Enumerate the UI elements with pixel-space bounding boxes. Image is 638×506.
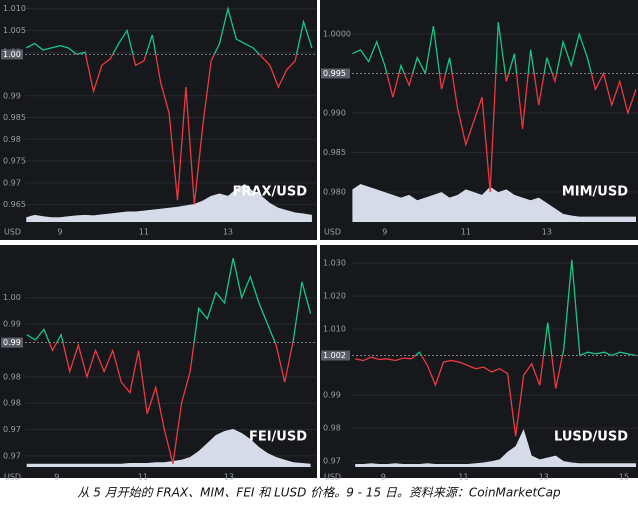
chart-panel: 1.00 0.99 0.98 0.98 0.97 0.97 0.99 9 11 13 USD FEI/… bbox=[0, 245, 317, 482]
chart-title: FRAX/USD bbox=[233, 185, 308, 200]
price-line-down bbox=[48, 342, 294, 464]
y-tick-label: 1.010 bbox=[3, 4, 26, 13]
caption: 从 5 月开始的 FRAX、MIM、FEI 和 LUSD 价格。9 - 15 日… bbox=[77, 486, 561, 500]
x-tick-label: 9 bbox=[57, 228, 62, 237]
y-tick-label: 1.005 bbox=[3, 26, 26, 35]
y-tick-label: 0.985 bbox=[3, 113, 26, 122]
x-tick-label: 11 bbox=[461, 228, 471, 237]
price-line-down bbox=[355, 355, 636, 437]
baseline-label-box bbox=[1, 49, 23, 60]
x-tick-label: 11 bbox=[458, 473, 468, 482]
y-tick-label: 1.00 bbox=[3, 293, 21, 302]
y-tick-label: 0.965 bbox=[3, 200, 26, 209]
x-axis-label: USD bbox=[4, 228, 21, 237]
price-line-down bbox=[75, 54, 298, 205]
x-axis-label: USD bbox=[324, 473, 341, 482]
x-tick-label: 11 bbox=[138, 473, 148, 482]
price-line-up bbox=[25, 6, 313, 55]
x-tick-label: 15 bbox=[619, 473, 629, 482]
panel-background bbox=[0, 245, 317, 478]
chart-panel: 1.030 1.020 1.010 0.99 0.98 0.97 1.002 9 11 13 15 U… bbox=[320, 245, 638, 482]
baseline-label-box bbox=[321, 350, 350, 361]
price-line-down bbox=[386, 73, 637, 193]
y-tick-label: 0.990 bbox=[323, 108, 346, 117]
y-tick-label: 0.975 bbox=[3, 157, 26, 166]
x-axis-label: USD bbox=[324, 228, 341, 237]
x-tick-label: 9 bbox=[54, 473, 59, 482]
x-tick-label: 13 bbox=[539, 473, 549, 482]
baseline-label-box bbox=[1, 337, 23, 348]
price-line-up bbox=[26, 258, 312, 343]
y-tick-label: 0.98 bbox=[3, 372, 21, 381]
y-tick-label: 0.985 bbox=[323, 148, 346, 157]
x-tick-label: 9 bbox=[381, 473, 386, 482]
separator bbox=[0, 240, 638, 245]
y-tick-label: 1.030 bbox=[323, 259, 346, 268]
y-tick-label: 0.98 bbox=[3, 399, 21, 408]
chart-title: FEI/USD bbox=[249, 430, 307, 445]
panel-background bbox=[320, 245, 638, 478]
chart-title: MIM/USD bbox=[562, 185, 628, 200]
y-tick-label: 0.980 bbox=[323, 187, 346, 196]
y-tick-label: 0.99 bbox=[323, 391, 341, 400]
chart-title: LUSD/USD bbox=[554, 430, 628, 445]
volume-area bbox=[26, 429, 311, 467]
y-tick-label: 1.020 bbox=[323, 292, 346, 301]
y-tick-label: 0.99 bbox=[3, 320, 21, 329]
y-tick-label: 1.0000 bbox=[323, 29, 351, 38]
baseline-label-box bbox=[321, 68, 350, 79]
y-tick-label: 0.98 bbox=[3, 135, 21, 144]
baseline-label: 0.99 bbox=[3, 338, 21, 347]
x-tick-label: 13 bbox=[223, 228, 233, 237]
y-tick-label: 0.97 bbox=[3, 425, 21, 434]
x-tick-label: 13 bbox=[542, 228, 552, 237]
x-tick-label: 9 bbox=[382, 228, 387, 237]
y-tick-label: 1.010 bbox=[323, 325, 346, 334]
x-axis-label: USD bbox=[4, 473, 21, 482]
y-tick-label: 0.99 bbox=[3, 91, 21, 100]
volume-area bbox=[352, 184, 636, 222]
x-tick-label: 13 bbox=[224, 473, 234, 482]
baseline-label: 1.002 bbox=[323, 351, 346, 360]
baseline-label: 0.995 bbox=[323, 69, 346, 78]
baseline-label: 1.00 bbox=[3, 50, 21, 59]
price-line-up bbox=[414, 259, 637, 356]
y-tick-label: 0.97 bbox=[3, 178, 21, 187]
y-tick-label: 0.98 bbox=[323, 424, 341, 433]
chart-panel: 1.010 1.005 1.00 0.99 0.985 0.98 0.975 0.97 0.96… bbox=[0, 0, 317, 240]
y-tick-label: 0.97 bbox=[3, 451, 21, 460]
x-tick-label: 11 bbox=[139, 228, 149, 237]
y-tick-label: 0.97 bbox=[323, 457, 341, 466]
chart-panel: 1.0000 0.990 0.985 0.980 0.995 9 11 13 USD MIM/US… bbox=[320, 0, 638, 240]
volume-area bbox=[26, 184, 312, 222]
volume-area bbox=[355, 429, 636, 467]
price-line-up bbox=[352, 22, 605, 74]
